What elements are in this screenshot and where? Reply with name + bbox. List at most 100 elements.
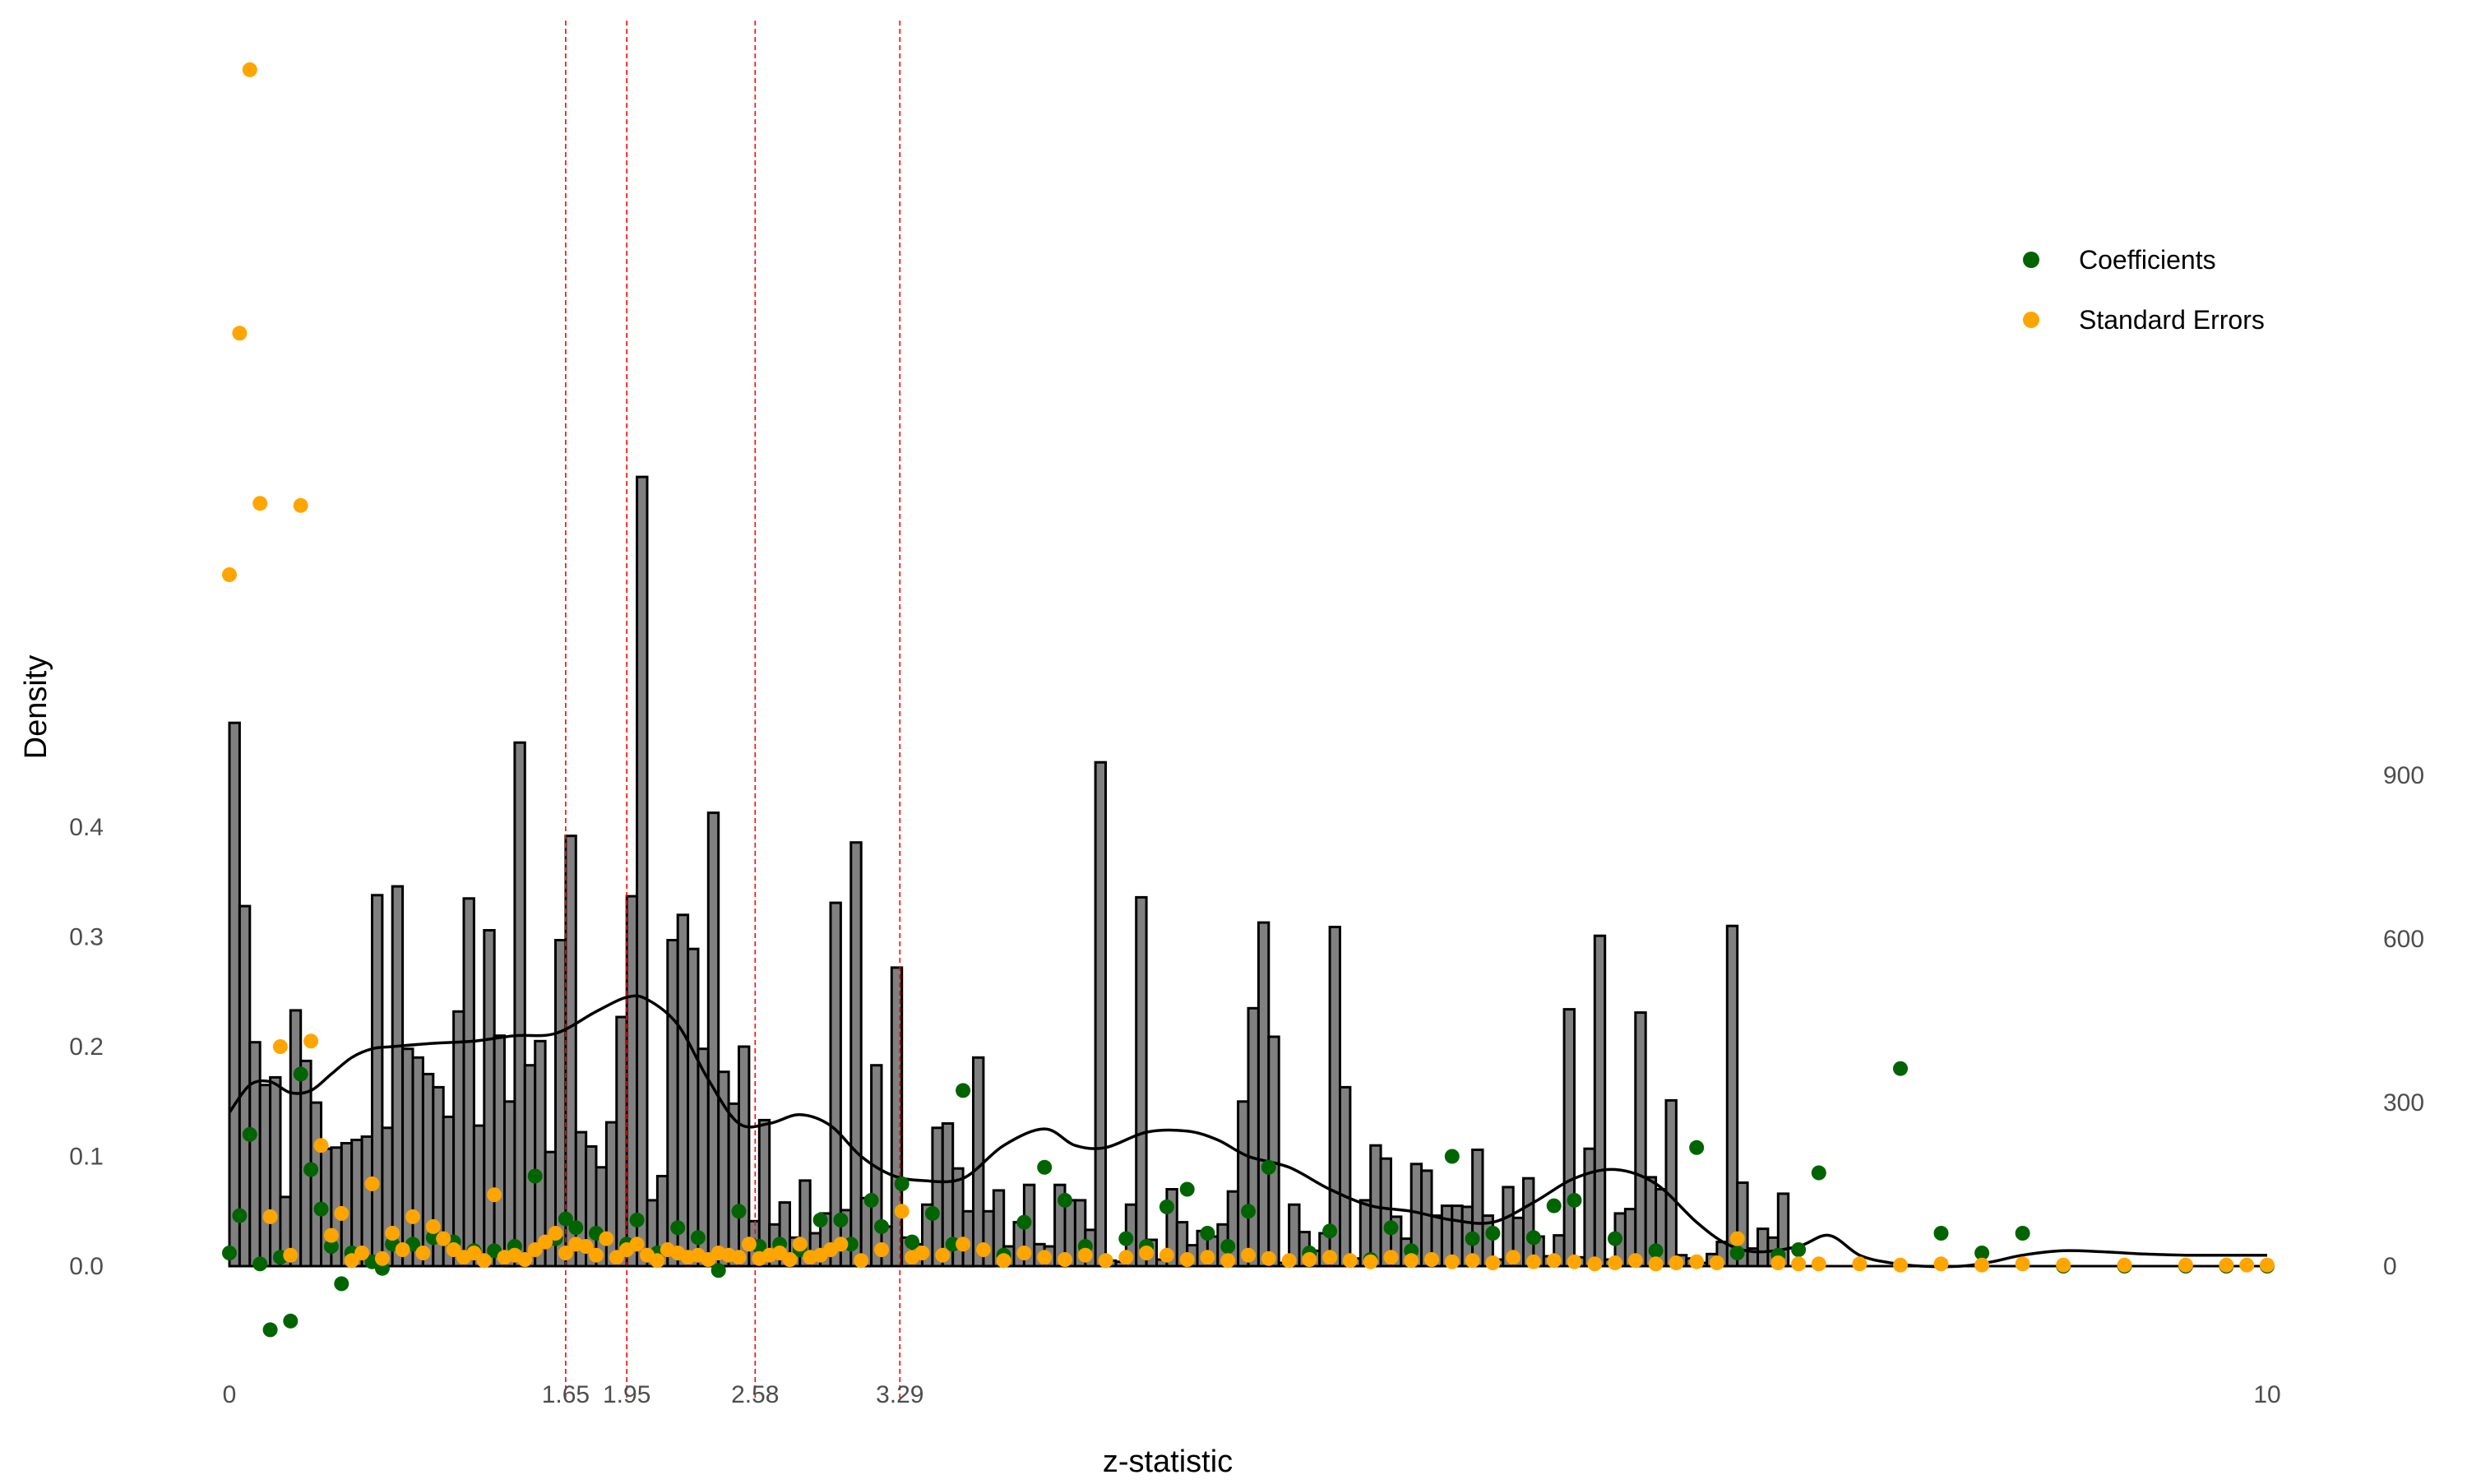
histogram-bar bbox=[931, 1126, 944, 1268]
standard-errors-point bbox=[558, 1246, 573, 1260]
standard-errors-point bbox=[1627, 1253, 1643, 1269]
histogram-bar bbox=[1135, 895, 1148, 1268]
standard-errors-point bbox=[2219, 1257, 2234, 1273]
coefficients-point bbox=[670, 1220, 686, 1236]
histogram-bar bbox=[687, 947, 700, 1268]
standard-errors-point bbox=[1281, 1253, 1297, 1269]
coefficients-point bbox=[690, 1230, 706, 1246]
standard-errors-point bbox=[1893, 1257, 1908, 1273]
standard-errors-point bbox=[956, 1237, 971, 1252]
histogram-bar bbox=[483, 929, 496, 1268]
standard-errors-point bbox=[1485, 1255, 1501, 1270]
standard-errors-point bbox=[1098, 1253, 1113, 1269]
standard-errors-point bbox=[1261, 1251, 1276, 1266]
standard-errors-point bbox=[283, 1247, 299, 1263]
standard-errors-point bbox=[1139, 1246, 1155, 1260]
coefficients-point bbox=[1689, 1140, 1705, 1155]
histogram-bar bbox=[1757, 1227, 1770, 1268]
histogram-bar bbox=[1247, 1006, 1260, 1268]
coefficients-point bbox=[1567, 1192, 1582, 1208]
standard-errors-point bbox=[1525, 1254, 1541, 1269]
histogram-bar bbox=[1420, 1169, 1433, 1268]
standard-errors-point bbox=[935, 1247, 951, 1263]
standard-errors-point bbox=[1587, 1256, 1603, 1272]
standard-errors-point bbox=[1404, 1253, 1419, 1269]
standard-errors-point bbox=[446, 1242, 461, 1257]
standard-errors-point bbox=[1567, 1254, 1582, 1269]
coefficients-point bbox=[1974, 1246, 1990, 1260]
standard-errors-point bbox=[1689, 1254, 1705, 1269]
density-curve bbox=[228, 994, 2267, 1269]
standard-errors-point bbox=[293, 497, 308, 513]
x-tick-label: 0 bbox=[223, 1381, 237, 1408]
standard-errors-point bbox=[1729, 1231, 1745, 1246]
standard-errors-point bbox=[599, 1231, 614, 1246]
coefficients-point bbox=[1322, 1223, 1338, 1239]
standard-errors-point bbox=[874, 1242, 889, 1257]
histogram-bar bbox=[309, 1101, 323, 1268]
histogram-bar bbox=[615, 1015, 628, 1268]
standard-errors-point bbox=[517, 1252, 533, 1267]
standard-errors-point bbox=[914, 1246, 930, 1260]
coefficients-point bbox=[843, 1237, 859, 1252]
left-tick-label: 0.0 bbox=[69, 1253, 104, 1280]
x-tick-label: 1.95 bbox=[603, 1381, 650, 1408]
standard-errors-point bbox=[242, 62, 257, 77]
histogram-bar bbox=[849, 841, 863, 1268]
histogram-bar bbox=[391, 885, 405, 1268]
histogram-bar bbox=[1664, 1098, 1678, 1268]
standard-errors-point bbox=[1852, 1256, 1868, 1272]
coefficients-point bbox=[905, 1234, 920, 1250]
coefficients-point bbox=[1444, 1149, 1460, 1164]
histogram-bar bbox=[289, 1009, 303, 1268]
coefficients-point bbox=[710, 1263, 726, 1278]
coefficients-point bbox=[568, 1220, 584, 1236]
x-tick-label: 10 bbox=[2253, 1381, 2280, 1408]
histogram-bar bbox=[1379, 1157, 1392, 1268]
standard-errors-point bbox=[894, 1204, 910, 1219]
standard-errors-point bbox=[303, 1033, 319, 1049]
right-tick-label: 900 bbox=[2383, 762, 2424, 789]
coefficients-point bbox=[1811, 1165, 1826, 1181]
standard-errors-point bbox=[344, 1253, 359, 1269]
standard-errors-point bbox=[1220, 1253, 1236, 1269]
standard-errors-point bbox=[487, 1187, 502, 1203]
histogram-bar bbox=[1471, 1149, 1484, 1268]
coefficients-point bbox=[1383, 1220, 1399, 1236]
standard-errors-point bbox=[2015, 1256, 2030, 1272]
standard-errors-point bbox=[1974, 1257, 1990, 1273]
coefficients-point bbox=[527, 1168, 543, 1184]
standard-errors-point bbox=[792, 1237, 808, 1252]
histogram-bar bbox=[1094, 760, 1107, 1268]
histogram-bar bbox=[1562, 1008, 1576, 1268]
standard-errors-point bbox=[782, 1252, 798, 1267]
coefficients-point bbox=[2015, 1226, 2030, 1241]
standard-errors-point bbox=[629, 1237, 645, 1252]
standard-errors-point bbox=[731, 1250, 747, 1265]
standard-errors-point bbox=[1709, 1255, 1724, 1270]
coefficients-point bbox=[1465, 1231, 1480, 1246]
left-tick-label: 0.2 bbox=[69, 1033, 104, 1061]
standard-errors-point bbox=[741, 1237, 757, 1252]
right-tick-label: 0 bbox=[2383, 1253, 2397, 1280]
ticks-layer: 0 1.65 1.95 2.58 3.29 10 0.0 0.1 0.2 0.3 0.4 0 300 60… bbox=[69, 762, 2424, 1408]
standard-errors-point bbox=[1770, 1255, 1786, 1270]
standard-errors-point bbox=[1444, 1254, 1460, 1269]
histogram-bar bbox=[982, 1209, 995, 1268]
histogram-bar bbox=[462, 897, 475, 1268]
standard-errors-point bbox=[854, 1253, 869, 1269]
histogram-layer bbox=[228, 475, 1790, 1268]
histogram-bar bbox=[523, 1064, 537, 1268]
coefficients-point bbox=[1241, 1204, 1256, 1219]
standard-errors-point bbox=[996, 1253, 1011, 1269]
x-tick-label: 1.65 bbox=[542, 1381, 590, 1408]
histogram-bar bbox=[371, 894, 384, 1268]
histogram-bar bbox=[1267, 1035, 1280, 1268]
standard-errors-point bbox=[262, 1209, 278, 1224]
coefficients-point bbox=[293, 1066, 308, 1082]
histogram-bar bbox=[676, 913, 690, 1268]
coefficients-point bbox=[1933, 1226, 1949, 1241]
histogram-bar bbox=[248, 1041, 262, 1268]
standard-errors-point bbox=[1383, 1250, 1399, 1265]
